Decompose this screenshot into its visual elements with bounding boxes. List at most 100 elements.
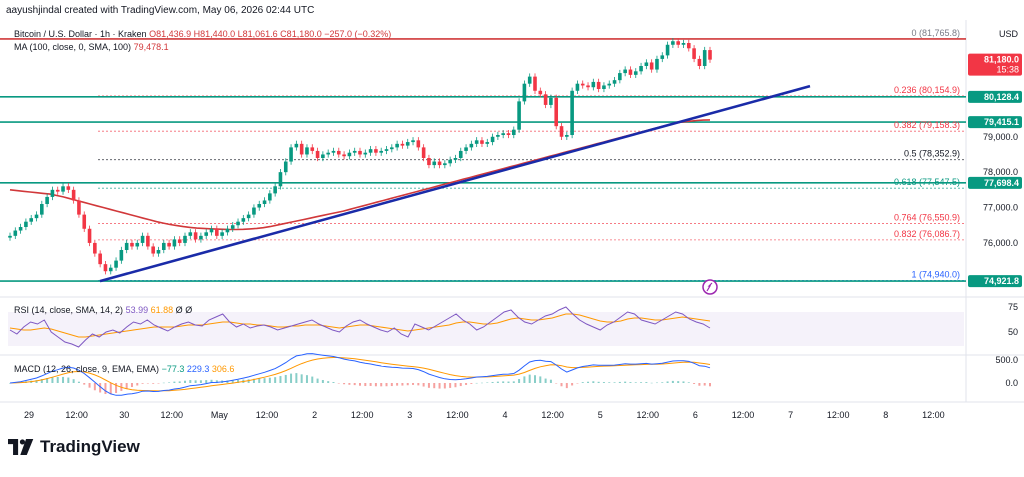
candle-body xyxy=(87,228,92,243)
macd-histogram-bar xyxy=(72,379,75,383)
macd-histogram-bar xyxy=(602,382,605,383)
candle-body xyxy=(161,242,166,250)
candle-body xyxy=(697,58,702,66)
x-tick-label: 12:00 xyxy=(541,410,564,420)
macd-histogram-bar xyxy=(544,378,547,383)
x-tick-label: 3 xyxy=(407,410,412,420)
candle-body xyxy=(40,204,44,215)
time-axis[interactable]: 29 12:00 30 12:00 May 12:00 2 12:00 3 12:00 4 12:00… xyxy=(24,410,945,420)
macd-histogram-bar xyxy=(396,383,399,386)
macd-histogram-bar xyxy=(231,380,234,383)
macd-histogram-bar xyxy=(512,381,515,383)
candle-body xyxy=(628,69,633,75)
macd-label[interactable]: MACD (12, 26, close, 9, EMA, EMA) xyxy=(14,364,160,374)
fib-level-label: 0.5 (78,352.9) xyxy=(904,149,960,159)
macd-histogram-bar xyxy=(189,380,192,383)
macd-histogram-bar xyxy=(576,383,579,384)
tradingview-logo[interactable]: TradingView xyxy=(8,437,140,457)
candles xyxy=(8,38,712,275)
grid xyxy=(0,20,1024,403)
macd-histogram-bar xyxy=(125,383,128,389)
candle-body xyxy=(390,147,394,150)
x-tick-label: 12:00 xyxy=(256,410,279,420)
bullish-trendline xyxy=(99,84,811,283)
candle-body xyxy=(379,150,384,153)
macd-histogram-bar xyxy=(178,381,181,383)
candle-body xyxy=(241,218,246,222)
candle-body xyxy=(416,140,421,148)
macd-histogram-bar xyxy=(279,376,282,383)
rsi-label[interactable]: RSI (14, close, SMA, 14, 2) xyxy=(14,305,124,315)
macd-histogram-bar xyxy=(380,383,383,387)
trendline[interactable] xyxy=(99,84,811,283)
candle-body xyxy=(400,143,405,146)
candle-body xyxy=(368,149,373,153)
candle-body xyxy=(686,43,691,49)
rsi-band xyxy=(8,312,964,346)
candle-body xyxy=(236,221,240,226)
candle-body xyxy=(708,50,712,60)
fibonacci-retracement[interactable] xyxy=(98,38,964,281)
y-tick-label: 78,000.0 xyxy=(983,167,1018,177)
macd-histogram-bar xyxy=(353,383,356,386)
attribution-text: aayushjindal created with TradingView.co… xyxy=(6,5,315,16)
fib-labels: 0 (81,765.8) 0.236 (80,154.9) 0.382 (79,15… xyxy=(894,28,960,280)
candle-body xyxy=(633,71,638,75)
candle-body xyxy=(124,242,129,250)
candle-body xyxy=(596,81,601,89)
macd-histogram-bar xyxy=(290,373,293,383)
macd-histogram-bar xyxy=(56,377,59,383)
candle-body xyxy=(342,154,346,157)
macd-histogram-bar xyxy=(109,383,112,395)
candle-body xyxy=(580,83,585,86)
price-axis[interactable]: 76,000.0 77,000.0 78,000.0 79,000.0 xyxy=(983,132,1018,248)
candle-body xyxy=(98,253,102,265)
candle-body xyxy=(172,239,177,247)
candle-body xyxy=(305,147,309,155)
macd-histogram-bar xyxy=(83,383,86,385)
candle-body xyxy=(29,218,34,222)
candle-body xyxy=(24,221,28,227)
horizontal-levels[interactable] xyxy=(0,38,966,282)
macd-histogram-bar xyxy=(523,376,526,383)
rsi-value: 53.99 xyxy=(125,305,149,315)
candle-body xyxy=(18,227,23,231)
macd-histogram-bar xyxy=(311,376,314,383)
ma-line xyxy=(9,119,711,231)
symbol-name[interactable]: Bitcoin / U.S. Dollar · 1h · Kraken xyxy=(14,29,147,39)
macd-histogram-bar xyxy=(406,383,409,386)
candle-body xyxy=(644,62,649,66)
macd-histogram-bar xyxy=(152,383,155,384)
macd-histogram-bar xyxy=(374,383,377,387)
rsi-pane: 75 50 xyxy=(8,302,1018,348)
x-tick-label: 12:00 xyxy=(65,410,88,420)
macd-histogram-bar xyxy=(321,380,324,383)
candle-body xyxy=(649,62,654,70)
x-tick-label: 12:00 xyxy=(446,410,469,420)
macd-histogram-bar xyxy=(693,383,696,384)
macd-histogram-bar xyxy=(618,381,621,383)
macd-histogram-bar xyxy=(46,377,49,383)
macd-histogram-bar xyxy=(284,374,287,383)
macd-histogram-bar xyxy=(496,381,499,383)
rsi-legend: RSI (14, close, SMA, 14, 2) 53.99 61.88 … xyxy=(14,305,192,315)
ma-label[interactable]: MA (100, close, 0, SMA, 100) xyxy=(14,42,132,52)
price-tag-box xyxy=(968,90,1022,103)
macd-histogram-bar xyxy=(88,383,91,388)
ma-legend: MA (100, close, 0, SMA, 100) 79,478.1 xyxy=(14,42,169,52)
macd-histogram-bar xyxy=(385,383,388,387)
candle-body xyxy=(448,159,452,164)
candle-body xyxy=(522,83,527,102)
macd-histogram-bar xyxy=(454,383,457,388)
macd-histogram-bar xyxy=(427,383,430,388)
candle-body xyxy=(427,158,431,166)
macd-histogram-bar xyxy=(130,383,133,388)
candle-body xyxy=(103,264,108,272)
x-tick-label: 30 xyxy=(119,410,129,420)
fib-level-label: 0.236 (80,154.9) xyxy=(894,85,960,95)
macd-histogram-bar xyxy=(247,379,250,383)
macd-histogram-bar xyxy=(51,377,54,383)
currency-label[interactable]: USD xyxy=(998,29,1018,39)
macd-histogram-bar xyxy=(417,383,420,386)
